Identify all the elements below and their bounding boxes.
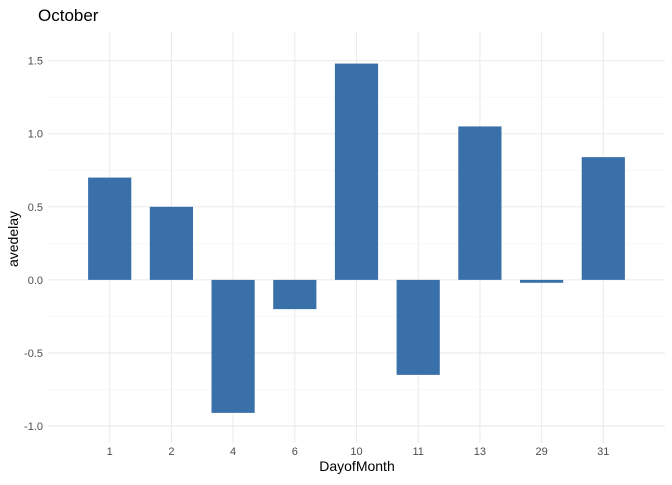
- bar-4: [211, 279, 255, 413]
- x-tick-label: 1: [107, 446, 113, 458]
- bar-11: [396, 279, 440, 375]
- y-tick-labels: -1.0 -0.5 0.0 0.5 1.0 1.5: [24, 56, 43, 433]
- x-tick-label: 11: [412, 446, 423, 458]
- x-tick-labels: 1 2 4 6 10 11 13 29 31: [107, 446, 610, 458]
- bar-13: [458, 126, 502, 280]
- bar-29: [520, 279, 564, 283]
- x-tick-label: 31: [597, 446, 609, 458]
- bar-6: [273, 279, 317, 310]
- bar-1: [88, 177, 132, 280]
- x-tick-label: 4: [230, 446, 236, 458]
- y-tick-label: 1.0: [28, 129, 43, 141]
- y-tick-label: -0.5: [24, 348, 43, 360]
- y-axis-title: avedelay: [5, 211, 21, 267]
- x-tick-label: 6: [292, 446, 298, 458]
- y-tick-label: 1.5: [28, 56, 43, 68]
- x-axis-title: DayofMonth: [319, 458, 394, 474]
- bar-31: [581, 157, 625, 280]
- bar-10: [334, 63, 379, 280]
- bars-layer: [88, 63, 625, 413]
- bar-2: [149, 206, 193, 280]
- chart-title: October: [38, 6, 99, 25]
- x-tick-label: 10: [350, 446, 362, 458]
- y-tick-label: 0.0: [28, 275, 43, 287]
- x-tick-label: 13: [474, 446, 486, 458]
- y-tick-label: -1.0: [24, 421, 43, 433]
- x-tick-label: 2: [168, 446, 174, 458]
- y-tick-label: 0.5: [28, 202, 43, 214]
- x-tick-label: 29: [535, 446, 547, 458]
